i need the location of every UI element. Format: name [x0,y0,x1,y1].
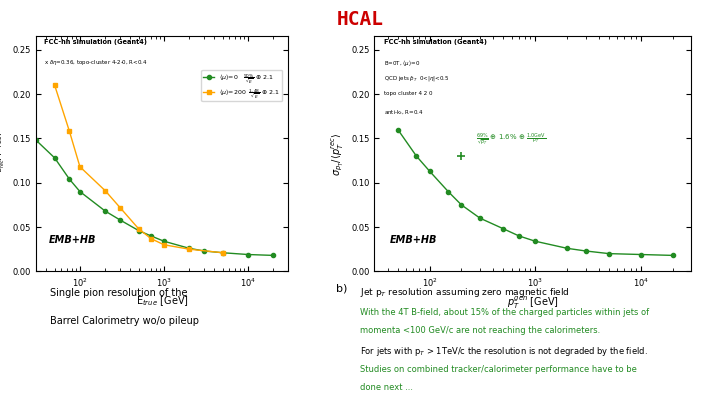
Text: QCD jets $\hat{p}_T$  0<|$\eta$|<0.5: QCD jets $\hat{p}_T$ 0<|$\eta$|<0.5 [384,75,449,84]
Text: momenta <100 GeV/c are not reaching the calorimeters.: momenta <100 GeV/c are not reaching the … [360,326,600,335]
Text: B=0T, $\langle\mu\rangle$=0: B=0T, $\langle\mu\rangle$=0 [384,58,420,68]
Text: $\frac{69\%}{\sqrt{p_T}}$ $\oplus$ 1.6% $\oplus$ $\frac{1.0\mathrm{GeV}}{p_T}$: $\frac{69\%}{\sqrt{p_T}}$ $\oplus$ 1.6% … [476,131,546,147]
Text: b): b) [336,284,348,294]
Text: FCC-hh simulation (Geant4): FCC-hh simulation (Geant4) [384,39,487,45]
Text: Studies on combined tracker/calorimeter performance have to be: Studies on combined tracker/calorimeter … [360,364,637,373]
Text: Jet p$_T$ resolution assuming zero magnetic field: Jet p$_T$ resolution assuming zero magne… [360,286,570,298]
Y-axis label: $\sigma_{E_{rec}}$/$\langle E_{rec}\rangle$: $\sigma_{E_{rec}}$/$\langle E_{rec}\rang… [0,130,7,178]
Legend: $\langle\mu\rangle$=0   $\frac{90\%}{\sqrt{E}}$ $\oplus$ 2.1, $\langle\mu\rangle: $\langle\mu\rangle$=0 $\frac{90\%}{\sqrt… [202,70,282,101]
Text: FCC-hh simulation (Geant4): FCC-hh simulation (Geant4) [44,39,147,45]
Text: EMB+HB: EMB+HB [49,235,96,245]
Text: anti-k$_t$, R=0.4: anti-k$_t$, R=0.4 [384,108,423,117]
Text: Single pion resolution of the: Single pion resolution of the [50,288,188,298]
X-axis label: $p_T^{gen}$ [GeV]: $p_T^{gen}$ [GeV] [507,294,559,311]
Text: done next ...: done next ... [360,383,413,392]
Text: EMB+HB: EMB+HB [390,235,438,245]
Text: Barrel Calorimetry wo/o pileup: Barrel Calorimetry wo/o pileup [50,316,199,326]
Text: For jets with p$_T$ > 1TeV/c the resolution is not degraded by the field.: For jets with p$_T$ > 1TeV/c the resolut… [360,345,648,358]
Text: topo cluster 4 2 0: topo cluster 4 2 0 [384,92,433,96]
Text: x $\delta\eta$=0.36, topo-cluster 4-2-0, R<0.4: x $\delta\eta$=0.36, topo-cluster 4-2-0,… [44,58,148,66]
Y-axis label: $\sigma_{p_T}$/$\langle p_T^{rec}\rangle$: $\sigma_{p_T}$/$\langle p_T^{rec}\rangle… [330,132,346,176]
X-axis label: E$_{true}$ [GeV]: E$_{true}$ [GeV] [135,294,189,308]
Text: With the 4T B-field, about 15% of the charged particles within jets of: With the 4T B-field, about 15% of the ch… [360,308,649,317]
Text: HCAL: HCAL [336,10,384,29]
